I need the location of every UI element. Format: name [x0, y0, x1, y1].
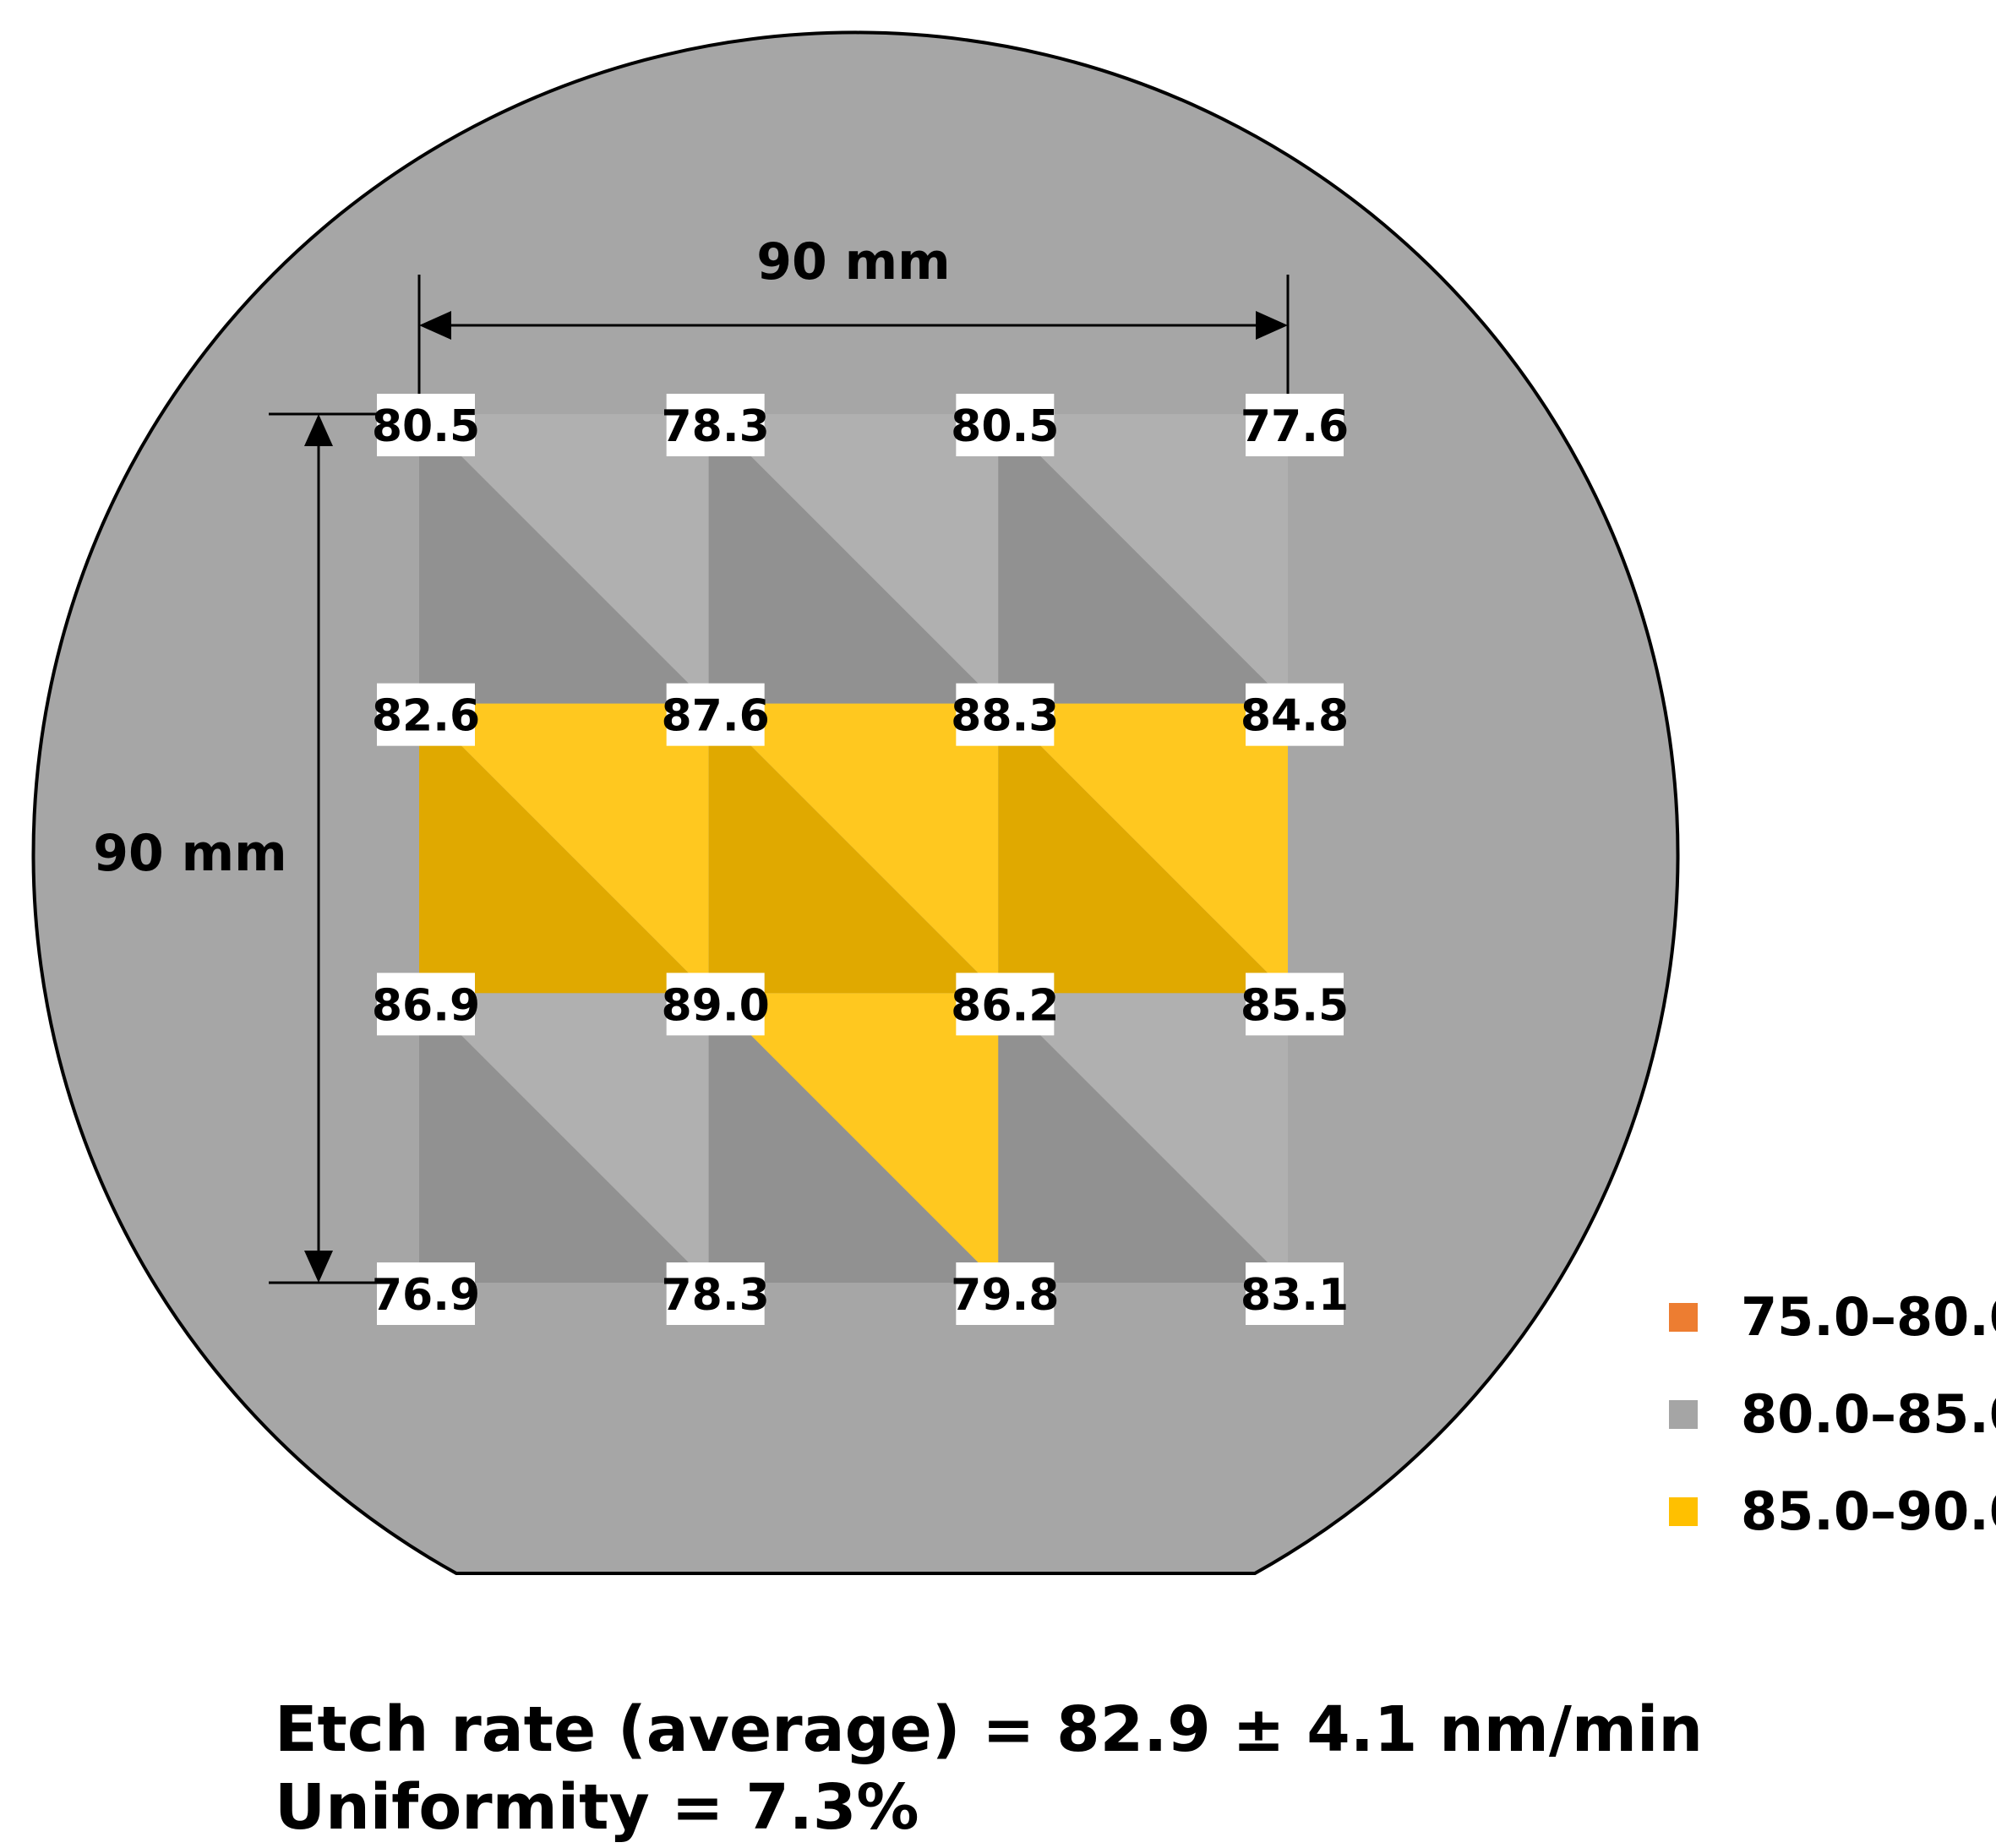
value-label-background [377, 1262, 475, 1326]
horizontal-dimension-label: 90 mm [756, 232, 950, 292]
value-label-text: 83.1 [1241, 1270, 1349, 1321]
value-label-background [956, 973, 1055, 1036]
value-label-background [1246, 394, 1344, 456]
legend: 75.0–80.0 80.0–85.0 85.0–90.0 [1669, 1286, 1996, 1542]
value-label-r0-c1: 78.3 [662, 394, 770, 456]
value-label-background [956, 683, 1055, 746]
contour-region-1 [419, 414, 709, 704]
value-label-background [1246, 683, 1344, 746]
value-label-r2-c3: 85.5 [1241, 973, 1349, 1036]
value-label-background [956, 394, 1055, 456]
value-label-r2-c1: 89.0 [662, 973, 770, 1036]
contour-region-5 [998, 414, 1289, 704]
value-label-r0-c2: 80.5 [951, 394, 1059, 456]
horizontal-dimension: 90 mm [417, 232, 1290, 414]
value-label-text: 86.2 [951, 980, 1059, 1031]
value-label-r3-c2: 79.8 [951, 1262, 1059, 1326]
value-label-text: 80.5 [372, 401, 480, 452]
legend-swatch-2 [1669, 1497, 1698, 1526]
contour-region-9 [708, 703, 999, 994]
legend-label-0: 75.0–80.0 [1741, 1286, 1996, 1348]
value-label-background [666, 973, 765, 1036]
value-labels: 80.5 78.3 80.5 77.6 82.6 87.6 88.3 84.8 86.9 89.0… [372, 394, 1349, 1326]
uniformity-annotation: Uniformity = 7.3% [275, 1771, 919, 1844]
value-label-background [377, 973, 475, 1036]
value-label-text: 78.3 [662, 401, 770, 452]
value-label-r3-c0: 76.9 [372, 1262, 480, 1326]
value-label-r3-c3: 83.1 [1241, 1262, 1349, 1326]
value-label-background [666, 394, 765, 456]
value-label-text: 77.6 [1241, 401, 1349, 452]
value-label-text: 85.5 [1241, 980, 1349, 1031]
value-label-text: 86.9 [372, 980, 480, 1031]
value-label-r1-c0: 82.6 [372, 683, 480, 746]
value-label-background [666, 683, 765, 746]
value-label-background [1246, 1262, 1344, 1326]
value-label-text: 88.3 [951, 691, 1059, 742]
value-label-text: 82.6 [372, 691, 480, 742]
legend-label-1: 80.0–85.0 [1741, 1383, 1996, 1445]
value-label-text: 87.6 [662, 691, 770, 742]
vertical-dimension: 90 mm [93, 412, 423, 1284]
contour-region-7 [419, 703, 709, 994]
contour-region-13 [419, 993, 709, 1284]
annotations: Etch rate (average) = 82.9 ± 4.1 nm/min … [275, 1693, 1703, 1844]
value-label-r1-c2: 88.3 [951, 683, 1059, 746]
contour-region-15 [708, 993, 999, 1284]
contour-region-11 [998, 703, 1289, 994]
contour-region-14 [708, 993, 999, 1284]
value-label-background [666, 1262, 765, 1326]
value-label-r2-c0: 86.9 [372, 973, 480, 1036]
value-label-text: 76.9 [372, 1270, 480, 1321]
value-label-background [1246, 973, 1344, 1036]
legend-swatch-1 [1669, 1400, 1698, 1429]
etch-rate-annotation: Etch rate (average) = 82.9 ± 4.1 nm/min [275, 1693, 1703, 1766]
value-label-r2-c2: 86.2 [951, 973, 1059, 1036]
value-label-background [377, 394, 475, 456]
value-label-text: 84.8 [1241, 691, 1349, 742]
contour-region-12 [419, 993, 709, 1284]
value-label-background [377, 683, 475, 746]
value-label-text: 79.8 [951, 1270, 1059, 1321]
legend-label-2: 85.0–90.0 [1741, 1480, 1996, 1542]
value-label-text: 89.0 [662, 980, 770, 1031]
value-label-r0-c3: 77.6 [1241, 394, 1349, 456]
value-label-r3-c1: 78.3 [662, 1262, 770, 1326]
contour-region-3 [708, 414, 999, 704]
contour-regions [419, 414, 1289, 1284]
contour-region-17 [998, 993, 1289, 1284]
legend-swatch-0 [1669, 1303, 1698, 1332]
value-label-r1-c3: 84.8 [1241, 683, 1349, 746]
value-label-text: 80.5 [951, 401, 1059, 452]
value-label-r0-c0: 80.5 [372, 394, 480, 456]
value-label-r1-c1: 87.6 [662, 683, 770, 746]
value-label-background [956, 1262, 1055, 1326]
vertical-dimension-label: 90 mm [93, 824, 286, 883]
value-label-text: 78.3 [662, 1270, 770, 1321]
